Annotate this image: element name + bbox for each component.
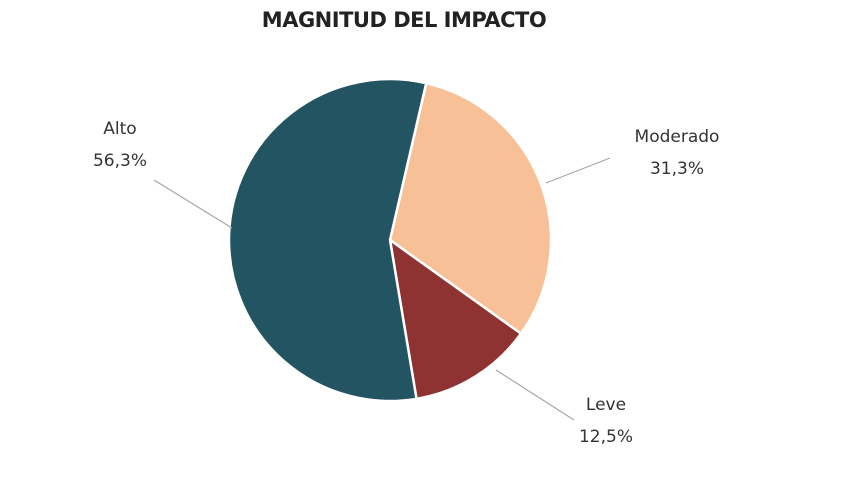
slice-name-label-alto: Alto bbox=[103, 119, 136, 139]
leader-line-leve bbox=[495, 369, 575, 421]
slice-value-label-leve: 12,5% bbox=[579, 427, 633, 447]
chart-title: MAGNITUD DEL IMPACTO bbox=[261, 8, 547, 32]
leader-line-moderado bbox=[545, 157, 611, 184]
slice-value-label-alto: 56,3% bbox=[93, 151, 147, 171]
slice-labels: Alto 56,3% Moderado 31,3% Leve 12,5% bbox=[93, 119, 719, 447]
slice-name-label-moderado: Moderado bbox=[635, 127, 720, 147]
pie-slice-alto bbox=[227, 77, 428, 403]
pie-slices bbox=[227, 77, 553, 403]
leader-line-alto bbox=[153, 179, 233, 229]
leader-lines bbox=[153, 157, 611, 421]
pie-slice-moderado bbox=[388, 81, 553, 336]
pie-slice-leve bbox=[388, 237, 523, 401]
slice-value-label-moderado: 31,3% bbox=[650, 159, 704, 179]
slice-name-label-leve: Leve bbox=[586, 395, 626, 415]
